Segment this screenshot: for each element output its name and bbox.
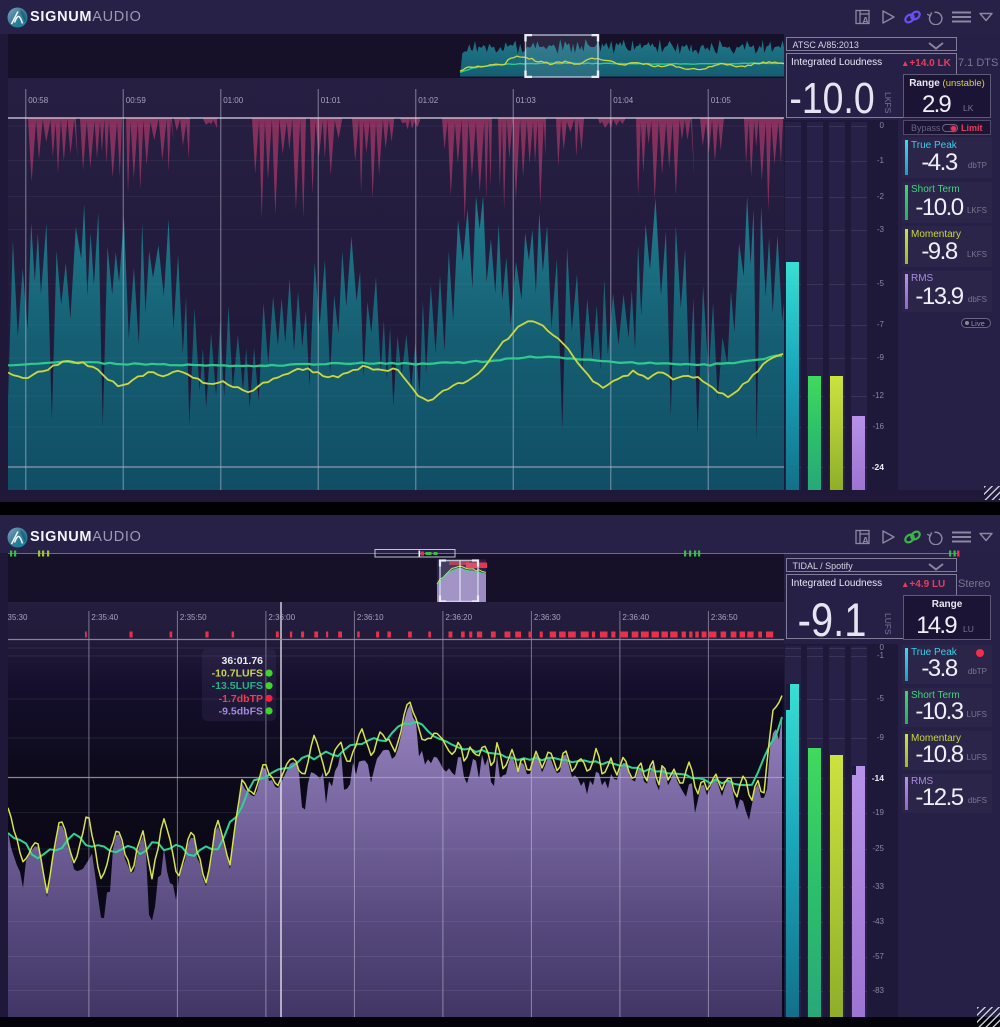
svg-text:2:36:00: 2:36:00 bbox=[268, 613, 295, 622]
svg-text:A: A bbox=[862, 536, 869, 546]
svg-text:01:05: 01:05 bbox=[711, 96, 732, 105]
svg-text:01:02: 01:02 bbox=[418, 96, 439, 105]
svg-text:2:36:20: 2:36:20 bbox=[445, 613, 472, 622]
svg-text:-10.7LUFS: -10.7LUFS bbox=[212, 668, 263, 680]
svg-text:-9.5dbFS: -9.5dbFS bbox=[219, 705, 263, 717]
svg-text:-13.5LUFS: -13.5LUFS bbox=[212, 680, 263, 692]
svg-text:A: A bbox=[862, 16, 869, 26]
svg-text:2:36:10: 2:36:10 bbox=[357, 613, 384, 622]
svg-text:2:36:50: 2:36:50 bbox=[711, 613, 738, 622]
svg-text:2:35:50: 2:35:50 bbox=[180, 613, 207, 622]
svg-text:2:35:40: 2:35:40 bbox=[91, 613, 118, 622]
svg-text:01:03: 01:03 bbox=[516, 96, 537, 105]
svg-text:00:58: 00:58 bbox=[28, 96, 49, 105]
svg-text:00:59: 00:59 bbox=[126, 96, 147, 105]
svg-text:36:01.76: 36:01.76 bbox=[222, 655, 264, 667]
svg-text:01:00: 01:00 bbox=[223, 96, 244, 105]
svg-text:2:35:30: 2:35:30 bbox=[8, 613, 28, 622]
svg-text:01:04: 01:04 bbox=[613, 96, 634, 105]
svg-text:-1.7dbTP: -1.7dbTP bbox=[219, 693, 263, 705]
svg-text:01:01: 01:01 bbox=[321, 96, 342, 105]
svg-text:2:36:40: 2:36:40 bbox=[622, 613, 649, 622]
svg-text:2:36:30: 2:36:30 bbox=[534, 613, 561, 622]
